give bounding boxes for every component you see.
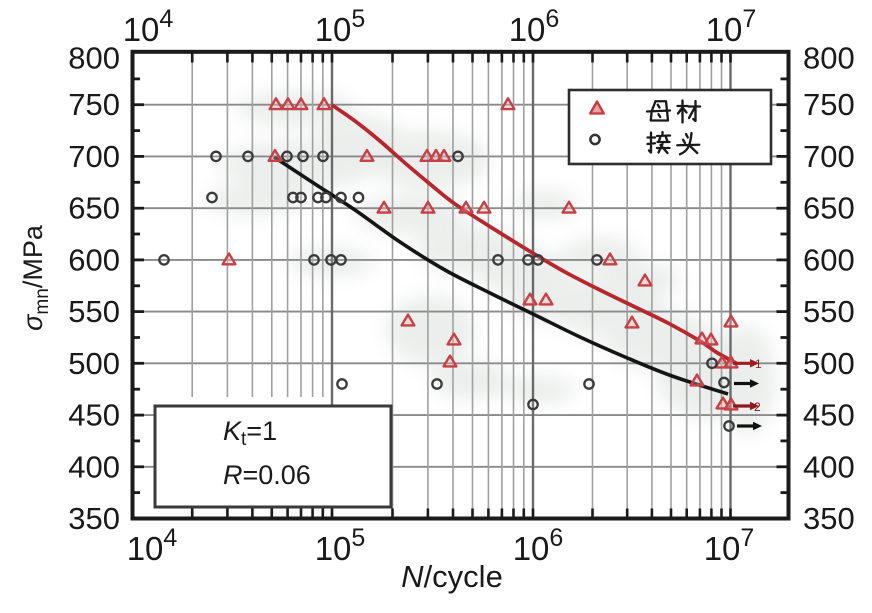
svg-text:450: 450 (803, 398, 855, 433)
svg-text:750: 750 (68, 87, 120, 122)
svg-text:600: 600 (68, 242, 120, 277)
svg-text:700: 700 (68, 139, 120, 174)
svg-text:400: 400 (803, 449, 855, 484)
svg-text:350: 350 (803, 501, 855, 536)
svg-text:1: 1 (755, 357, 762, 371)
svg-text:650: 650 (68, 191, 120, 226)
svg-text:800: 800 (803, 41, 855, 76)
svg-text:700: 700 (803, 139, 855, 174)
svg-text:550: 550 (803, 294, 855, 329)
svg-text:500: 500 (803, 346, 855, 381)
svg-text:600: 600 (803, 242, 855, 277)
svg-text:N/cycle: N/cycle (401, 559, 503, 594)
svg-text:800: 800 (68, 41, 120, 76)
svg-text:500: 500 (68, 346, 120, 381)
svg-text:350: 350 (68, 501, 120, 536)
svg-text:400: 400 (68, 449, 120, 484)
svg-text:650: 650 (803, 191, 855, 226)
svg-text:R=0.06: R=0.06 (223, 460, 311, 490)
svg-text:450: 450 (68, 398, 120, 433)
svg-text:105: 105 (315, 5, 366, 48)
svg-text:Kt=1: Kt=1 (223, 416, 277, 450)
svg-text:σmn/MPa: σmn/MPa (18, 224, 53, 331)
svg-text:550: 550 (68, 294, 120, 329)
svg-text:750: 750 (803, 87, 855, 122)
svg-text:2: 2 (754, 400, 761, 414)
